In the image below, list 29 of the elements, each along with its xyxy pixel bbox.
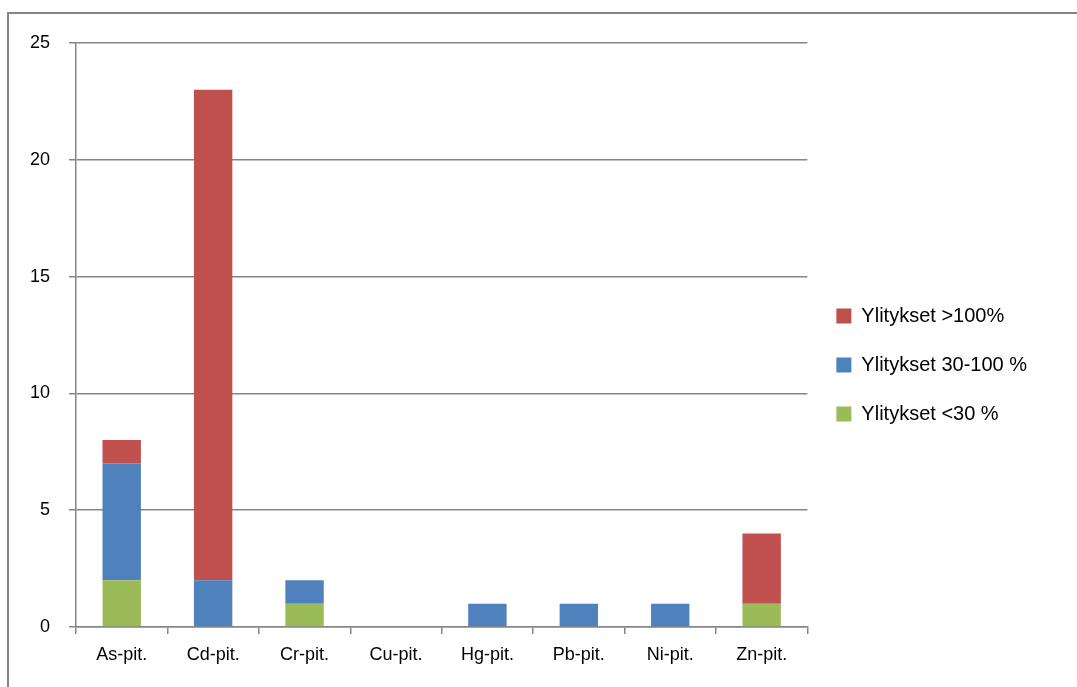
bar <box>193 89 233 581</box>
bar <box>742 533 781 604</box>
x-tick-label: Cu-pit. <box>369 643 423 664</box>
y-tick-label: 0 <box>39 615 50 636</box>
legend-label: Ylitykset >100% <box>861 303 1005 326</box>
y-tick-label: 25 <box>29 31 50 52</box>
x-tick-label: Zn-pit. <box>736 643 788 664</box>
bar <box>468 603 507 627</box>
bar <box>102 463 141 581</box>
x-tick-label: Cr-pit. <box>280 643 330 664</box>
bar <box>285 603 324 627</box>
bar <box>559 603 599 627</box>
y-tick-label: 20 <box>29 148 50 169</box>
x-tick-label: As-pit. <box>96 643 148 664</box>
y-tick-label: 15 <box>29 265 50 286</box>
bar <box>193 580 233 627</box>
bar <box>102 440 141 464</box>
bar <box>742 603 781 627</box>
bar <box>651 603 690 627</box>
legend-label: Ylitykset 30-100 % <box>861 352 1028 375</box>
legend-label: Ylitykset <30 % <box>861 401 999 424</box>
x-tick-label: Ni-pit. <box>646 643 694 664</box>
x-tick-label: Pb-pit. <box>552 643 605 664</box>
x-tick-label: Hg-pit. <box>460 643 514 664</box>
bar <box>102 580 141 627</box>
bar <box>285 580 324 604</box>
y-tick-label: 10 <box>29 382 50 403</box>
y-tick-label: 5 <box>39 499 50 520</box>
x-tick-label: Cd-pit. <box>186 643 240 664</box>
